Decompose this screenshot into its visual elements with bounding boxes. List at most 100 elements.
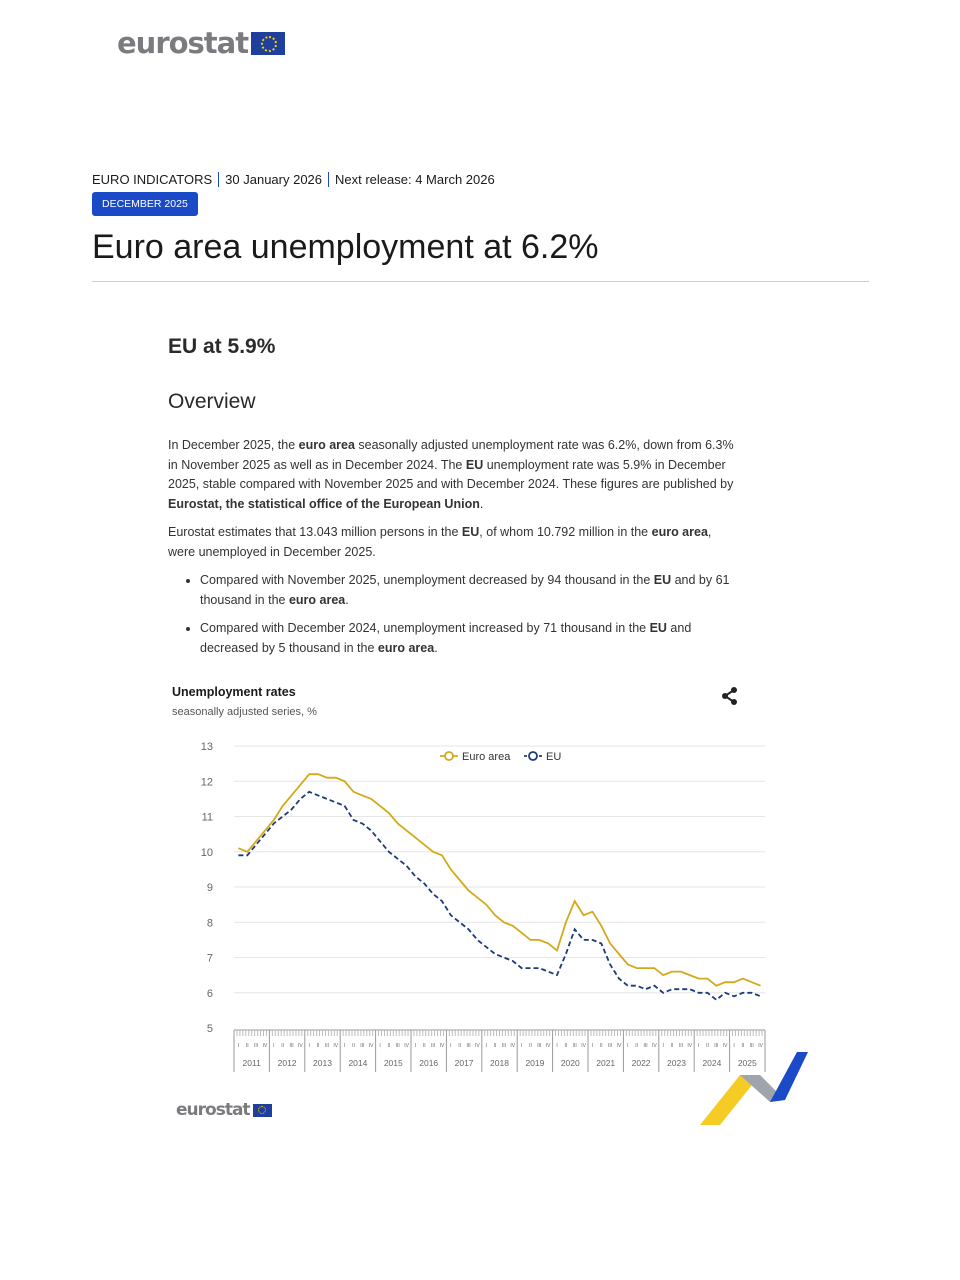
quarter-label: III [325,1043,329,1049]
eu-flag-icon [251,31,286,55]
footer-logo: eurostat [176,1100,272,1120]
quarter-label: III [573,1043,577,1049]
text: , of whom 10.792 million in the [479,525,652,539]
next-release: Next release: 4 March 2026 [335,172,495,187]
quarter-label: IV [758,1043,763,1049]
series-line-eu [238,790,761,1001]
text: seasonally adjusted unemployment rate wa… [168,438,734,472]
y-tick-label: 10 [201,847,213,859]
quarter-label: II [635,1043,638,1049]
chart-subtitle: seasonally adjusted series, % [172,706,317,718]
year-label: 2011 [243,1058,262,1068]
quarter-label: II [671,1043,674,1049]
quarter-label: II [458,1043,461,1049]
decorative-ribbon-yellow [700,1075,760,1125]
quarter-label: I [592,1043,593,1049]
year-label: 2015 [384,1058,403,1068]
year-label: 2013 [313,1058,332,1068]
quarter-label: I [521,1043,522,1049]
quarter-label: III [396,1043,400,1049]
bullet-item: Compared with December 2024, unemploymen… [200,619,740,658]
quarter-label: II [494,1043,497,1049]
quarter-label: III [360,1043,364,1049]
quarter-label: IV [723,1043,728,1049]
text: , were unemployed in December 2025. [168,525,712,559]
quarter-label: IV [581,1043,586,1049]
legend-marker [528,751,538,761]
paragraph: In December 2025, the euro area seasonal… [168,436,740,514]
y-tick-label: 13 [201,741,213,753]
subtitle: EU at 5.9% [168,335,276,358]
year-label: 2017 [455,1058,474,1068]
text: unemployment rate was 5.9% in December 2… [168,457,734,492]
quarter-label: II [741,1043,744,1049]
quarter-label: III [608,1043,612,1049]
article-body: In December 2025, the euro area seasonal… [168,436,740,667]
quarter-label: IV [440,1043,445,1049]
quarter-label: III [750,1043,754,1049]
quarter-label: III [714,1043,718,1049]
quarter-label: I [733,1043,734,1049]
bullet-item: Compared with November 2025, unemploymen… [200,571,740,610]
decorative-ribbon-blue [770,1052,808,1102]
year-label: 2022 [632,1058,651,1068]
quarter-label: IV [298,1043,303,1049]
quarter-label: IV [652,1043,657,1049]
text: . [434,640,438,655]
logo-text: eurostat [117,26,249,60]
y-tick-label: 5 [207,1023,213,1035]
text: and decreased by 5 thousand in the [200,621,692,655]
quarter-label: II [281,1043,284,1049]
text: . [479,496,484,511]
bold-text: euro area [288,592,346,607]
series-line-euro-area [238,773,761,987]
quarter-label: I [344,1043,345,1049]
quarter-label: III [289,1043,293,1049]
eu-flag-icon [252,1103,272,1117]
quarter-label: III [643,1043,647,1049]
year-label: 2018 [490,1058,509,1068]
y-tick-label: 7 [207,953,213,965]
quarter-label: IV [404,1043,409,1049]
bold-text: euro area [651,525,708,539]
quarter-label: II [387,1043,390,1049]
quarter-label: I [379,1043,380,1049]
quarter-label: II [423,1043,426,1049]
quarter-label: II [352,1043,355,1049]
year-label: 2023 [667,1058,686,1068]
bold-text: euro area [377,640,435,655]
divider [92,281,869,282]
bold-text: Eurostat, the statistical office of the … [168,496,480,511]
share-icon[interactable] [720,686,740,711]
quarter-label: I [627,1043,628,1049]
eurostat-logo[interactable]: eurostat [117,26,286,60]
quarter-label: I [309,1043,310,1049]
quarter-label: I [450,1043,451,1049]
footer-logo-text: eurostat [176,1100,251,1120]
section-heading: Overview [168,390,256,413]
legend-label: EU [546,751,561,763]
bold-text: EU [461,525,480,539]
quarter-label: I [556,1043,557,1049]
period-badge: DECEMBER 2025 [92,192,198,216]
bold-text: EU [465,457,484,472]
page-title: Euro area unemployment at 6.2% [92,228,599,266]
release-meta: EURO INDICATORS 30 January 2026 Next rel… [92,172,507,187]
bullet-list: Compared with November 2025, unemploymen… [168,571,740,658]
release-date: 30 January 2026 [225,172,330,187]
text: . [345,592,349,607]
quarter-label: I [415,1043,416,1049]
text: and by 61 thousand in the [200,573,730,607]
chart-title: Unemployment rates [172,685,296,699]
bold-text: EU [649,621,667,635]
quarter-label: I [698,1043,699,1049]
legend-label: Euro area [462,751,511,763]
quarter-label: II [529,1043,532,1049]
quarter-label: II [317,1043,320,1049]
bold-text: euro area [298,438,355,452]
paragraph: Eurostat estimates that 13.043 million p… [168,523,740,562]
quarter-label: III [502,1043,506,1049]
quarter-label: I [486,1043,487,1049]
